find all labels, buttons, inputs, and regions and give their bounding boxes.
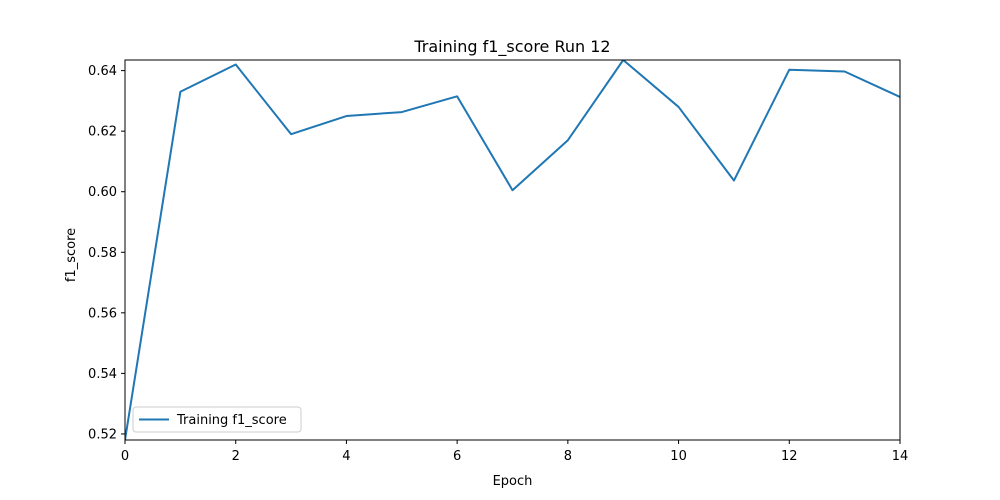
x-tick-label: 12 (781, 449, 798, 464)
x-tick-label: 4 (342, 449, 350, 464)
y-tick-label: 0.52 (88, 427, 117, 442)
legend: Training f1_score (132, 406, 302, 433)
y-axis-title: f1_score (64, 228, 79, 282)
x-tick-label: 0 (121, 449, 129, 464)
chart-title: Training f1_score Run 12 (413, 37, 610, 57)
plot-frame (124, 59, 901, 441)
y-tick-label: 0.62 (88, 125, 117, 140)
x-tick-label: 14 (892, 449, 909, 464)
x-axis-title: Epoch (493, 474, 533, 489)
x-axis-ticks: 0 2 4 6 8 10 12 14 (121, 440, 908, 464)
y-tick-label: 0.58 (88, 246, 117, 261)
y-tick-label: 0.64 (88, 64, 117, 79)
x-tick-label: 8 (564, 449, 572, 464)
x-tick-label: 6 (453, 449, 461, 464)
legend-box (132, 406, 302, 433)
plot-area (125, 60, 900, 440)
legend-label: Training f1_score (176, 413, 287, 428)
y-tick-label: 0.54 (88, 367, 117, 382)
y-tick-label: 0.56 (88, 306, 117, 321)
x-tick-label: 10 (670, 449, 687, 464)
x-tick-label: 2 (232, 449, 240, 464)
series-line (125, 60, 900, 440)
y-axis-ticks: 0.52 0.54 0.56 0.58 0.60 0.62 0.64 (88, 64, 125, 442)
y-tick-label: 0.60 (88, 185, 117, 200)
